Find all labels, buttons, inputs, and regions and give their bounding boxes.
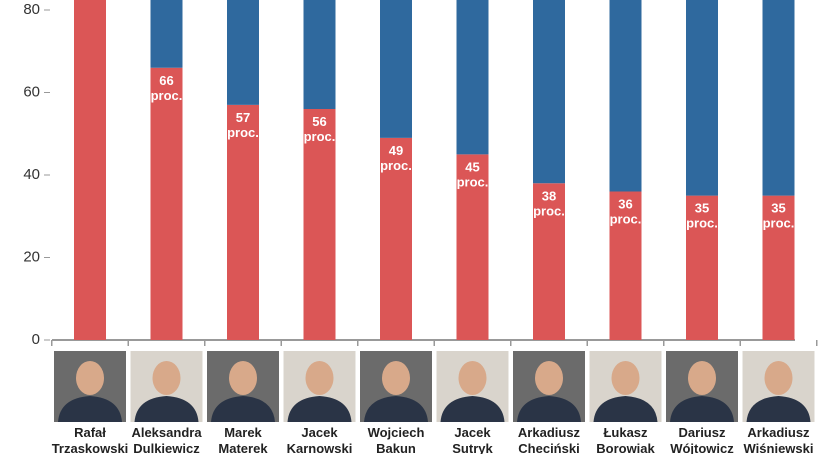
photo [360, 351, 432, 422]
value-label: 56 proc. [304, 114, 336, 144]
y-tick-label: 80 [23, 1, 40, 18]
bar-segment [150, 0, 183, 68]
photo-head [382, 361, 410, 395]
bar-segment [380, 0, 412, 138]
bar-segment [609, 0, 642, 192]
photo-body [670, 396, 734, 422]
bar-segment [303, 109, 336, 340]
x-tick-label: Marek Materek [218, 425, 268, 454]
photo-body [211, 396, 275, 422]
photo-head [764, 361, 793, 395]
photo [54, 351, 126, 422]
photo-body [593, 396, 658, 422]
x-tick-label: Aleksandra Dulkiewicz [131, 425, 202, 454]
value-label: 45 proc. [457, 160, 489, 190]
photo-body [134, 396, 199, 422]
bar-segment [686, 195, 718, 340]
value-label: 57 proc. [227, 110, 259, 140]
photo-body [287, 396, 352, 422]
bar-segment [456, 0, 489, 155]
y-tick-label: 20 [23, 248, 40, 265]
value-label: 49 proc. [380, 143, 412, 173]
photo-head [305, 361, 334, 395]
photo [666, 351, 738, 422]
bar-segment [609, 191, 642, 340]
bar-segment [686, 0, 718, 196]
bar-segment [380, 137, 412, 340]
x-tick-label: Wojciech Bakun [368, 425, 425, 454]
value-label: 66 proc. [151, 73, 183, 103]
bar-segment [762, 0, 795, 196]
bar-segment [533, 0, 565, 184]
value-label: 36 proc. [610, 197, 642, 227]
bar-segment [150, 67, 183, 340]
photo-body [440, 396, 505, 422]
x-tick-label: Łukasz Borowiak [596, 425, 655, 454]
photo-head [76, 361, 104, 395]
x-tick-label: Jacek Sutryk [452, 425, 493, 454]
photo [513, 351, 585, 422]
photo [436, 351, 509, 422]
bar-segment [74, 0, 106, 340]
photo-body [58, 396, 122, 422]
bar-segment [533, 183, 565, 340]
x-tick-label: Arkadiusz Wiśniewski [744, 425, 814, 454]
value-label: 38 proc. [533, 189, 565, 219]
photo-head [535, 361, 563, 395]
x-tick-label: Arkadiusz Checiński [518, 425, 581, 454]
photo [130, 351, 203, 422]
bar-segment [303, 0, 336, 109]
photo-body [746, 396, 811, 422]
photo [207, 351, 279, 422]
photo-body [517, 396, 581, 422]
y-tick-label: 0 [32, 331, 40, 348]
photo-body [364, 396, 428, 422]
photo [742, 351, 815, 422]
photo-head [229, 361, 257, 395]
bar-segment [227, 104, 259, 340]
y-tick-label: 40 [23, 166, 40, 183]
bar-segment [227, 0, 259, 105]
photo [283, 351, 356, 422]
y-tick-label: 60 [23, 83, 40, 100]
bar-segment [762, 195, 795, 340]
photo-head [611, 361, 640, 395]
value-label: 35 proc. [763, 201, 795, 231]
photo [589, 351, 662, 422]
x-tick-label: Dariusz Wójtowicz [670, 425, 734, 454]
bar-segment [456, 154, 489, 340]
photo-head [152, 361, 181, 395]
value-label: 35 proc. [686, 201, 718, 231]
x-tick-label: Rafał Trzaskowski [52, 425, 129, 454]
photo-head [688, 361, 716, 395]
photo-head [458, 361, 487, 395]
x-tick-label: Jacek Karnowski [287, 425, 353, 454]
